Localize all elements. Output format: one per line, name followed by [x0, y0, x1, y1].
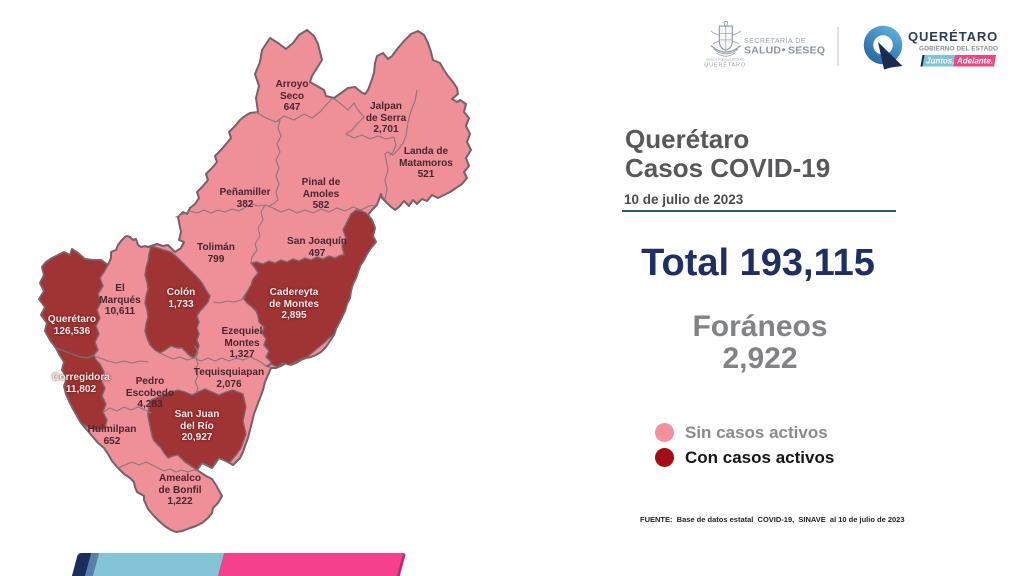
svg-text:Juntos,: Juntos, — [926, 57, 954, 66]
svg-text:QUERÉTARO: QUERÉTARO — [908, 29, 998, 44]
svg-text:QUERÉTARO: QUERÉTARO — [704, 62, 746, 69]
svg-text:Adelante.: Adelante. — [956, 57, 993, 66]
svg-text:UNIDOS POR QUERÉTARO: UNIDOS POR QUERÉTARO — [706, 57, 745, 62]
svg-text:SECRETARÍA DE: SECRETARÍA DE — [744, 36, 806, 45]
svg-text:GOBIERNO DEL ESTADO: GOBIERNO DEL ESTADO — [919, 46, 998, 53]
svg-text:SALUD: SALUD — [744, 45, 781, 57]
svg-text:SESEQ: SESEQ — [788, 45, 825, 57]
